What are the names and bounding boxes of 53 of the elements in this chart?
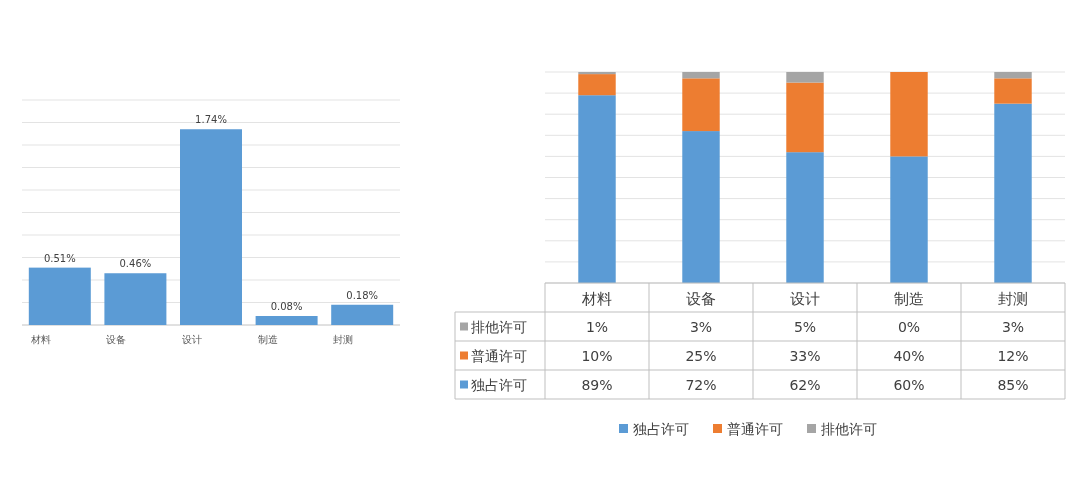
bar (180, 129, 242, 325)
bar (786, 152, 824, 283)
bar (994, 72, 1032, 79)
bar (890, 72, 928, 157)
bar (786, 82, 824, 153)
data-label: 5% (793, 318, 817, 335)
data-label: 10% (581, 347, 613, 364)
x-tick-label: 设备 (106, 334, 127, 345)
data-label: 1.74% (195, 114, 227, 126)
bar (255, 316, 318, 325)
x-tick-label: 封测 (333, 334, 354, 345)
x-tick-label: 设备 (686, 289, 716, 308)
legend-label: 排他许可 (471, 318, 527, 335)
bar (28, 267, 91, 325)
bar (578, 74, 616, 96)
bar (682, 131, 720, 283)
x-tick-label: 制造 (894, 289, 924, 308)
data-label: 12% (997, 347, 1029, 364)
bar (890, 156, 928, 283)
x-tick-label: 材料 (29, 334, 51, 345)
data-label: 3% (689, 318, 713, 335)
legend-label: 独占许可 (471, 376, 527, 393)
bar (104, 273, 167, 325)
legend: 独占许可 普通许可 排他许可 (619, 421, 877, 437)
bar (994, 78, 1032, 104)
bar (786, 72, 824, 83)
data-label: 62% (789, 376, 821, 393)
bar (682, 72, 720, 79)
data-label: 0.08% (270, 301, 303, 312)
data-label: 33% (789, 347, 821, 364)
x-tick-label: 材料 (581, 289, 612, 308)
data-label: 40% (893, 347, 925, 364)
legend-label: 普通许可 (471, 347, 527, 364)
data-label: 3% (1001, 318, 1025, 335)
data-label: 72% (685, 376, 717, 393)
data-label: 0.46% (119, 258, 152, 270)
data-label: 1% (585, 318, 609, 335)
data-label: 25% (685, 347, 717, 364)
data-label: 60% (893, 376, 925, 393)
data-label: 89% (581, 376, 613, 393)
data-label: 0.18% (346, 289, 379, 301)
bar (578, 72, 616, 75)
bar (994, 103, 1032, 283)
x-tick-label: 设计 (790, 289, 820, 308)
bar (578, 95, 616, 283)
x-tick-label: 设计 (182, 334, 202, 345)
x-tick-label: 制造 (257, 334, 278, 345)
data-label: 0.51% (43, 252, 76, 264)
x-tick-label: 封测 (998, 289, 1028, 308)
data-label: 85% (997, 376, 1029, 393)
bar (331, 304, 394, 325)
bar (682, 78, 720, 132)
data-label: 0% (897, 318, 921, 335)
